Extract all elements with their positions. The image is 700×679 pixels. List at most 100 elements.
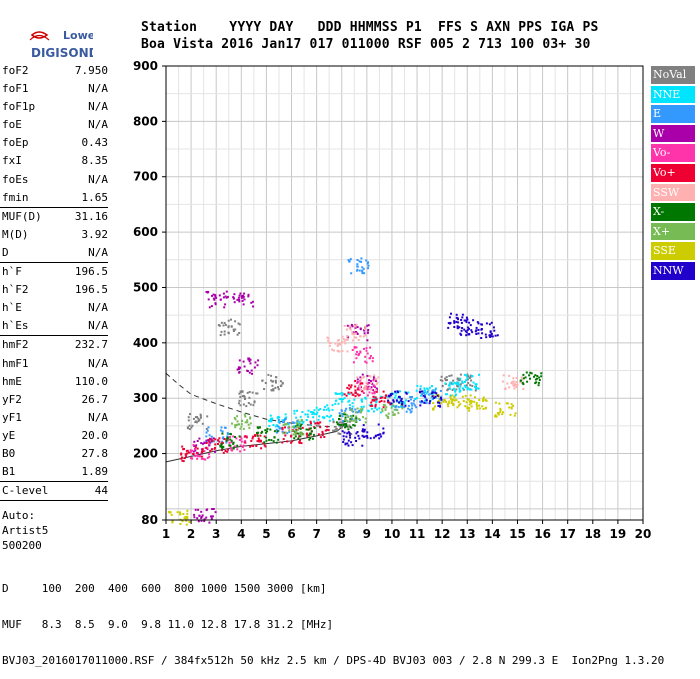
echo-point-nne [334,392,337,395]
echo-point-noval [242,403,245,406]
echo-point-sse [470,402,473,405]
echo-point-nne [322,417,325,420]
echo-point-noval [441,379,444,382]
echo-point-nne [270,419,273,422]
echo-point-w [222,292,225,295]
echo-point-nne [463,381,466,383]
echo-point-e [367,264,370,267]
echo-point-nne [403,402,406,405]
param-value: 26.7 [81,392,109,406]
echo-point-x- [392,404,395,407]
echo-point-x- [390,406,393,409]
echo-point-w [194,508,197,511]
logo-text-lowell: Lowell [63,29,93,42]
echo-point-w [247,293,250,296]
echo-point-ssw [368,375,371,377]
echo-point-sse [468,400,471,403]
echo-point-w [237,296,240,299]
echo-point-vo- [239,444,242,447]
echo-point-noval [236,333,239,336]
echo-point-noval [247,402,250,404]
echo-point-w [214,302,217,305]
echo-point-x- [309,432,312,435]
echo-point-e [360,257,363,260]
param-name: hmF2 [2,338,29,352]
param-row: foEs N/A [0,171,112,189]
echo-point-x- [238,435,241,438]
x-tick-label: 2 [187,527,195,541]
echo-point-e [223,426,226,429]
echo-point-vo- [281,426,284,429]
echo-point-ssw [357,339,360,341]
echo-point-ssw [362,335,365,338]
param-name: foE [2,118,22,132]
echo-point-nne [317,418,320,421]
echo-point-nnw [342,435,345,438]
echo-point-vo- [259,439,262,442]
echo-point-noval [467,382,470,385]
echo-point-noval [333,429,336,432]
echo-point-vo- [208,455,211,458]
echo-point-nnw [434,395,437,398]
echo-point-nne [311,413,314,416]
echo-point-x- [352,419,355,422]
echo-point-noval [450,374,453,377]
echo-point-w [205,439,208,442]
echo-point-ssw [336,345,339,347]
echo-point-vo- [381,396,384,399]
echo-point-sse [506,402,509,405]
echo-point-e [281,430,284,433]
echo-point-noval [227,325,230,328]
echo-point-nne [423,389,426,392]
echo-point-vo- [213,447,216,450]
echo-point-e [205,435,208,438]
echo-point-x- [275,441,278,444]
echo-point-sse [510,407,513,410]
echo-point-w [208,306,211,309]
echo-point-e [351,418,354,421]
param-row: C-level 44 [0,482,112,500]
echo-point-vo- [227,448,229,451]
echo-point-ssw [373,374,376,377]
echo-point-sse [482,396,485,399]
echo-point-ssw [506,382,509,385]
echo-point-vo- [357,354,360,357]
echo-point-x- [533,375,535,378]
echo-point-ssw [376,381,379,384]
echo-point-nne [347,400,350,403]
echo-point-nne [432,392,435,395]
footer-distance-row: D 100 200 400 600 800 1000 1500 3000 [km… [2,582,327,595]
echo-point-ssw [365,381,368,384]
echo-point-noval [187,416,190,419]
echo-point-nne [375,401,378,404]
legend-item-sse: SSE [651,242,695,260]
echo-point-vo- [190,457,193,460]
echo-point-nne [475,387,477,390]
echo-point-x- [269,428,272,431]
echo-point-nnw [431,395,434,398]
echo-point-vo- [206,447,209,450]
echo-point-noval [277,388,280,391]
echo-point-ssw [364,385,367,388]
param-value: N/A [88,245,108,259]
echo-point-e [428,393,431,396]
echo-point-x- [297,432,300,435]
echo-point-nnw [447,322,450,325]
echo-point-e [278,427,281,430]
echo-point-x- [249,416,252,419]
echo-point-noval [452,379,455,382]
echo-point-nnw [361,434,364,437]
echo-point-nnw [496,334,499,337]
echo-point-noval [459,373,462,376]
echo-point-x- [356,407,359,410]
echo-point-nnw [407,400,410,403]
echo-point-x- [354,420,357,423]
echo-point-x- [294,432,297,435]
echo-point-x- [524,376,527,379]
echo-point-w [211,515,214,518]
echo-point-nnw [366,435,369,438]
echo-point-nnw [400,399,403,402]
echo-point-vo- [373,399,376,402]
echo-point-nne [274,425,277,428]
echo-point-vo- [371,399,374,402]
